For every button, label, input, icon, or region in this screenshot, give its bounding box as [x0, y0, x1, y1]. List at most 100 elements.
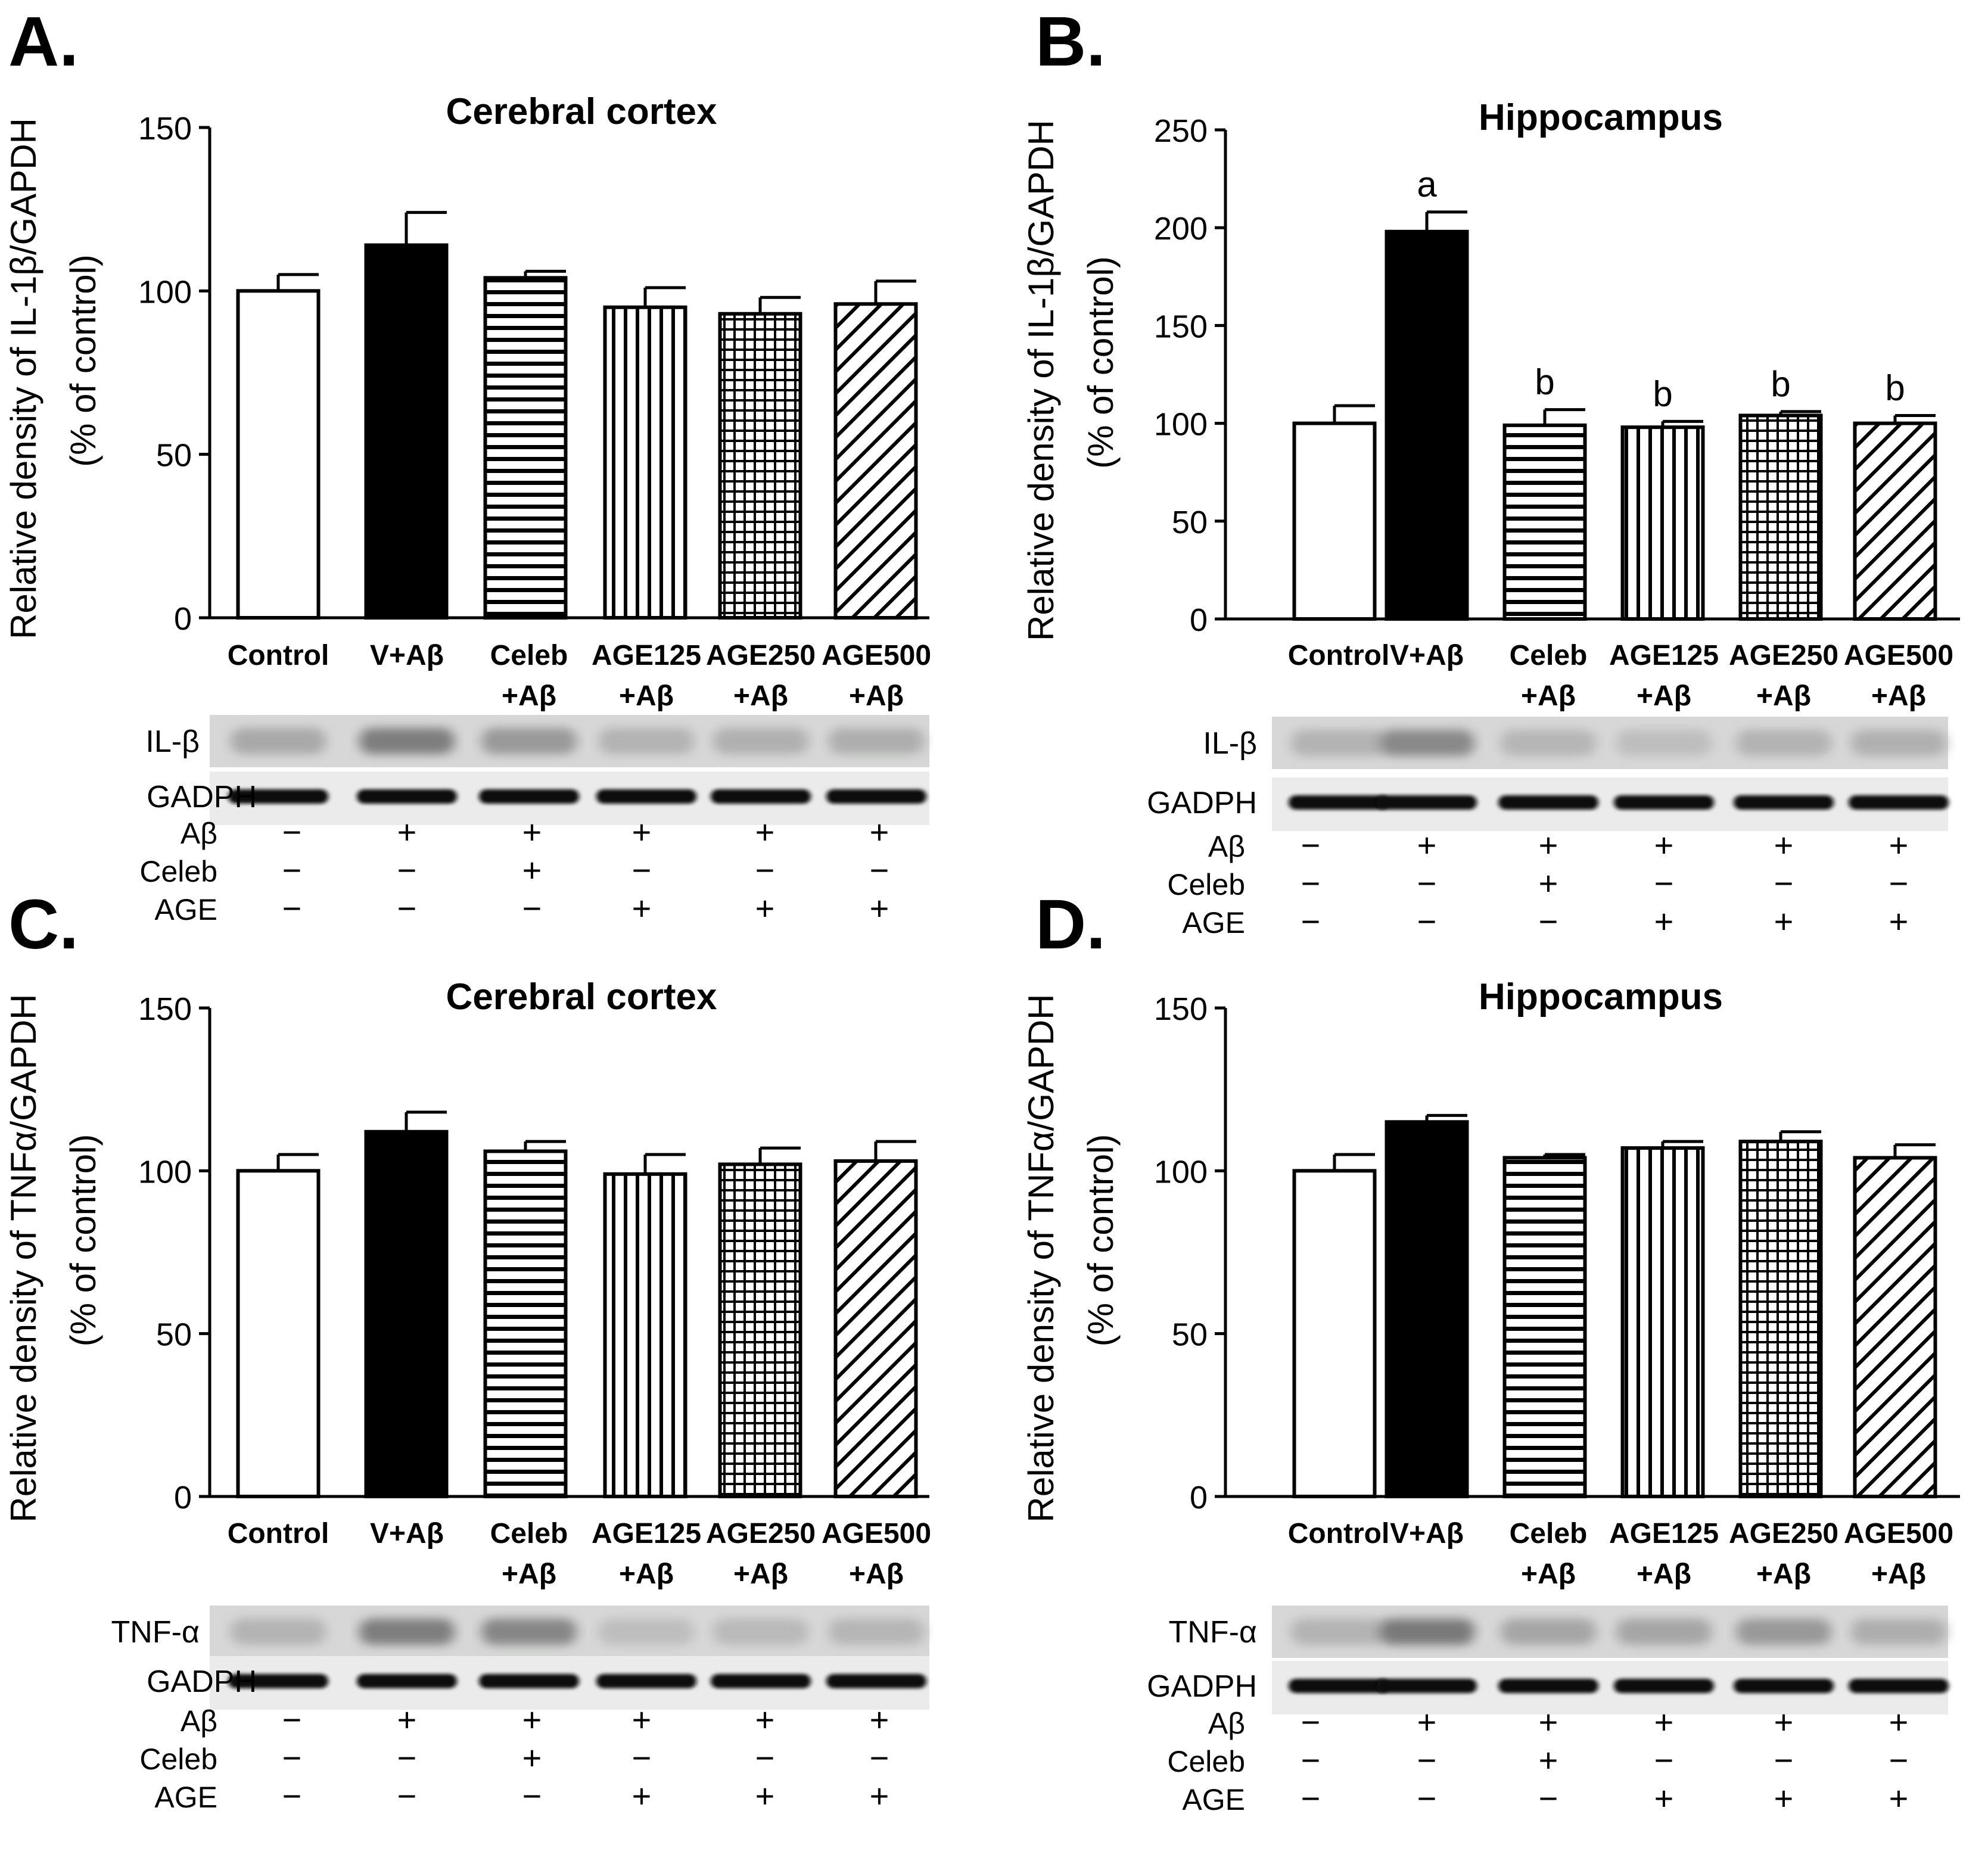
significance-label: b — [1771, 364, 1790, 404]
y-axis-label: Relative density of TNFα/GAPDH — [4, 994, 43, 1522]
bar-6 — [833, 302, 918, 620]
treatment-symbol: − — [1301, 903, 1321, 940]
blot-band — [1501, 1619, 1596, 1645]
gapdh-band — [357, 789, 457, 804]
treatment-symbol: + — [755, 1777, 775, 1815]
x-tick-label: +Aβ — [733, 1558, 788, 1590]
treatment-symbol: − — [870, 851, 889, 889]
bar-1 — [1292, 1169, 1377, 1499]
x-tick-label: V+Aβ — [370, 1518, 444, 1549]
x-tick-label: AGE500 — [822, 640, 931, 671]
y-axis-label: Relative density of TNFα/GAPDH — [1021, 994, 1061, 1522]
gapdh-band — [228, 1674, 328, 1688]
treatment-symbol: + — [397, 1701, 417, 1738]
gapdh-band — [711, 789, 811, 804]
x-tick-label: +Aβ — [1871, 680, 1926, 712]
bar-1 — [236, 1169, 321, 1499]
treatment-symbol: − — [522, 889, 542, 927]
bar-5 — [718, 312, 802, 620]
treatment-symbol: + — [1654, 1779, 1674, 1817]
x-tick-label: AGE250 — [1729, 640, 1838, 671]
bar-2 — [1385, 229, 1469, 621]
y-tick-label: 150 — [1154, 309, 1208, 344]
treatment-symbol: + — [1774, 1703, 1794, 1741]
x-tick-label: Control — [228, 640, 329, 671]
gapdh-band — [596, 1674, 696, 1688]
x-tick-label: AGE500 — [822, 1518, 931, 1549]
y-tick-label: 250 — [1154, 113, 1208, 149]
treatment-symbol: − — [522, 1777, 542, 1815]
blot-gapdh-label: GADPH — [1147, 1669, 1257, 1704]
x-tick-label: V+Aβ — [1390, 640, 1464, 671]
bar-3 — [1502, 1156, 1587, 1498]
bar-3 — [483, 1149, 568, 1498]
blot-band — [829, 1619, 924, 1645]
blot-band — [1616, 730, 1712, 756]
blot-band — [481, 1619, 577, 1645]
x-tick-label: +Aβ — [849, 1558, 904, 1590]
x-tick-label: +Aβ — [1871, 1558, 1926, 1590]
x-tick-label: Celeb — [1510, 640, 1588, 671]
y-tick-label: 50 — [1172, 505, 1208, 540]
treatment-symbol: − — [1301, 1741, 1321, 1779]
treatment-symbol: + — [870, 889, 889, 927]
blot-band — [1851, 1619, 1946, 1645]
y-tick-label: 0 — [174, 601, 192, 637]
treatment-symbol: − — [1301, 826, 1321, 864]
bar-3 — [1502, 423, 1587, 621]
treatment-symbol: − — [1417, 903, 1437, 940]
treatment-symbol: + — [1654, 826, 1674, 864]
gapdh-band — [1377, 1679, 1477, 1693]
chart-title: Hippocampus — [1479, 976, 1723, 1018]
gapdh-band — [479, 789, 579, 804]
treatment-row-label: AGE — [154, 1781, 217, 1814]
significance-label: b — [1653, 374, 1672, 413]
blot-band — [713, 728, 808, 754]
gapdh-band — [1289, 795, 1389, 810]
treatment-symbol: − — [1539, 1779, 1558, 1817]
treatment-symbol: − — [397, 1777, 417, 1815]
x-tick-label: AGE125 — [592, 1518, 701, 1549]
treatment-row-label: Aβ — [181, 817, 217, 850]
panel-b: Hippocampus Relative density of IL-1β/GAP… — [1021, 97, 1960, 940]
chart-title: Cerebral cortex — [446, 91, 717, 132]
treatment-row-label: Celeb — [139, 855, 217, 888]
treatment-symbol: − — [1654, 1741, 1674, 1779]
x-tick-label: V+Aβ — [370, 640, 444, 671]
significance-label: b — [1885, 368, 1905, 407]
bar-5 — [718, 1162, 802, 1498]
y-tick-label: 200 — [1154, 211, 1208, 247]
y-tick-label: 150 — [138, 991, 192, 1027]
treatment-symbol: + — [522, 1701, 542, 1738]
treatment-symbol: + — [632, 889, 652, 927]
blot-target-label: IL-β — [145, 724, 200, 759]
y-tick-label: 50 — [156, 438, 192, 474]
x-tick-label: Celeb — [1510, 1518, 1588, 1549]
bar-6 — [1853, 1156, 1937, 1498]
x-tick-label: +Aβ — [619, 1558, 674, 1590]
gapdh-band — [596, 789, 696, 804]
y-axis-label-unit: (% of control) — [1081, 1134, 1121, 1347]
treatment-symbol: + — [1539, 1703, 1558, 1741]
x-tick-label: AGE250 — [706, 1518, 816, 1549]
treatment-symbol: − — [397, 889, 417, 927]
x-tick-label: Control — [1288, 640, 1390, 671]
blot-band — [1851, 730, 1946, 756]
treatment-symbol: + — [1774, 903, 1794, 940]
x-tick-label: AGE125 — [1609, 640, 1719, 671]
gapdh-band — [1498, 795, 1598, 810]
x-tick-label: +Aβ — [502, 1558, 556, 1590]
x-tick-label: +Aβ — [733, 680, 788, 712]
chart-title: Hippocampus — [1479, 97, 1723, 138]
y-tick-label: 0 — [1190, 602, 1208, 638]
x-tick-label: +Aβ — [1756, 680, 1811, 712]
panel-letter-c: C. — [8, 885, 79, 964]
x-tick-label: +Aβ — [849, 680, 904, 712]
treatment-symbol: + — [1417, 1703, 1437, 1741]
bar-4 — [603, 305, 687, 620]
treatment-symbol: + — [1774, 826, 1794, 864]
panel-c: Cerebral cortex Relative density of TNFα/… — [4, 976, 931, 1815]
treatment-symbol: + — [1889, 1703, 1909, 1741]
x-tick-label: +Aβ — [1756, 1558, 1811, 1590]
